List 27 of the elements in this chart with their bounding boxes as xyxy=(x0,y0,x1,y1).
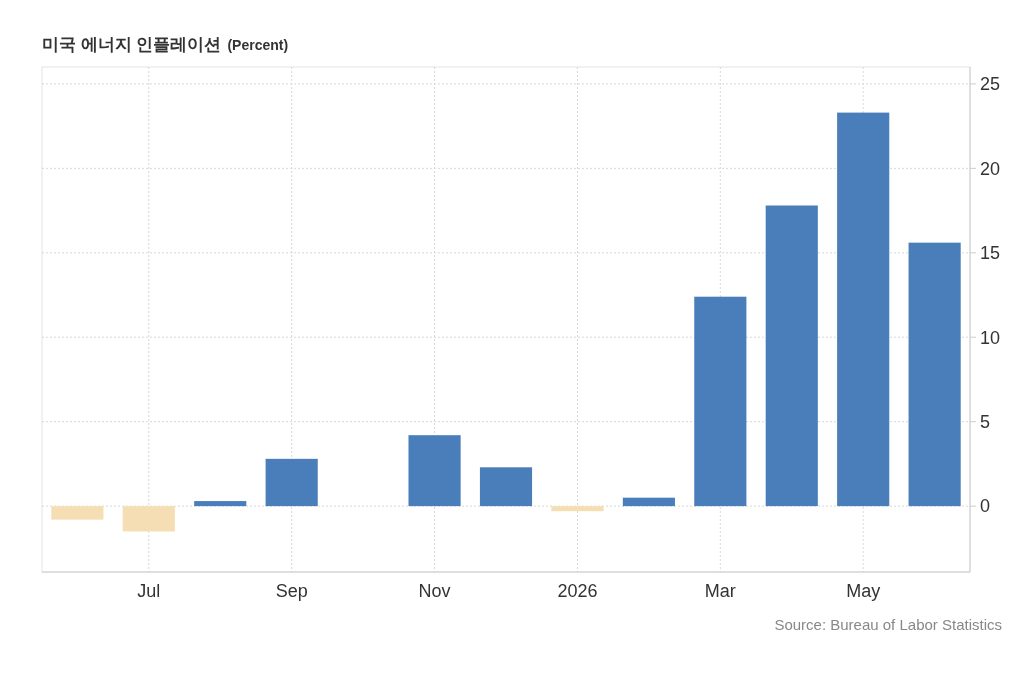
bar xyxy=(765,205,818,507)
bar xyxy=(265,458,318,507)
source-note: Source: Bureau of Labor Statistics xyxy=(774,616,1002,633)
bar xyxy=(51,506,104,520)
bar xyxy=(408,435,461,507)
bar xyxy=(694,296,747,507)
y-tick-label: 5 xyxy=(980,411,991,432)
x-tick-label: 2026 xyxy=(557,581,598,601)
y-tick-label: 20 xyxy=(980,158,1001,179)
y-tick-label: 15 xyxy=(980,243,1001,264)
bar xyxy=(122,506,175,532)
x-tick-label: Mar xyxy=(704,581,736,601)
y-tick-label: 0 xyxy=(980,496,991,517)
chart-title: 미국 에너지 인플레이션 xyxy=(42,35,222,54)
bar xyxy=(194,501,247,507)
x-tick-label: Sep xyxy=(275,581,308,601)
bar xyxy=(551,506,604,512)
bar xyxy=(622,497,675,507)
bar xyxy=(479,467,533,507)
bar xyxy=(837,112,890,507)
y-tick-label: 10 xyxy=(980,327,1001,348)
x-tick-label: Jul xyxy=(137,581,161,601)
y-tick-label: 25 xyxy=(980,74,1001,95)
chart-subtitle: (Percent) xyxy=(227,37,289,53)
bar xyxy=(908,242,961,507)
x-tick-label: May xyxy=(846,581,881,601)
x-tick-label: Nov xyxy=(418,581,451,601)
